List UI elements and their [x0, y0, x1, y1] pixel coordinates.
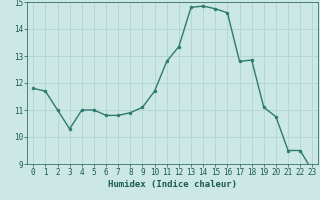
X-axis label: Humidex (Indice chaleur): Humidex (Indice chaleur): [108, 180, 237, 189]
